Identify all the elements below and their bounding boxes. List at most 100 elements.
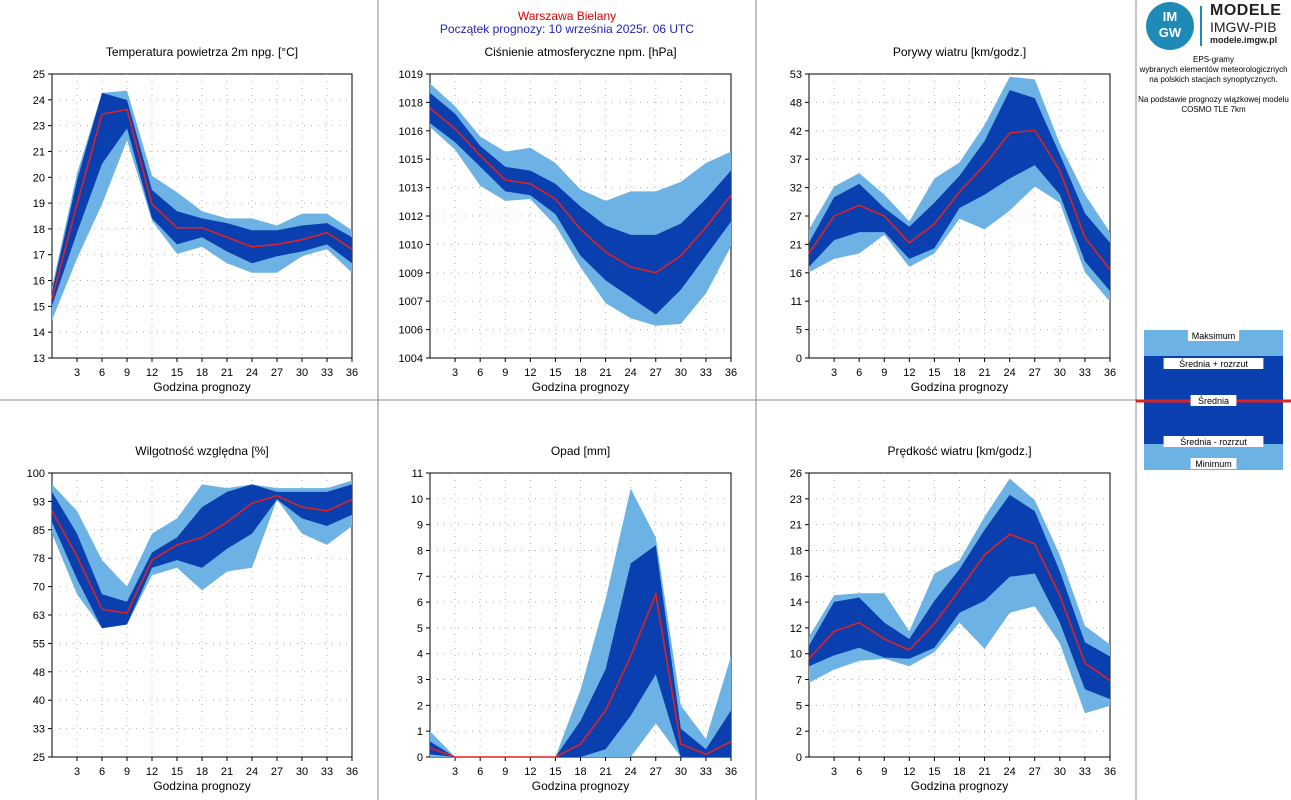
mean-line [808,533,1111,682]
x-tick-label: 9 [124,367,130,379]
x-tick-label: 6 [99,766,105,778]
legend-box: Maksimum Średnia + rozrzut Średnia Średnia … [1136,330,1291,470]
x-tick-label: 15 [171,367,183,379]
x-tick-label: 27 [271,766,283,778]
legend-label: Średnia + rozrzut [1179,358,1248,369]
x-tick-label: 9 [881,766,887,778]
y-tick-label: 1019 [399,69,423,81]
x-tick-label: 24 [246,766,258,778]
legend-label-bg [1190,458,1237,469]
y-tick-label: 25 [33,69,45,81]
info-text: EPS-gramy wybranych elementów meteorolog… [1136,55,1291,115]
mean-line [429,591,732,758]
y-tick-label: 12 [790,623,802,635]
logo-site: modele.imgw.pl [1210,35,1278,45]
x-tick-label: 24 [1004,367,1016,379]
y-tick-label: 1004 [399,353,423,365]
x-tick-label: 6 [856,766,862,778]
y-tick-label: 42 [790,126,802,138]
y-tick-label: 19 [33,198,45,210]
x-tick-label: 30 [1054,367,1066,379]
y-tick-label: 48 [33,667,45,679]
imgw-logo[interactable]: IM GW MODELE IMGW-PIB modele.imgw.pl [1146,2,1284,50]
x-tick-label: 27 [650,766,662,778]
x-tick-label: 3 [831,766,837,778]
x-tick-label: 18 [196,766,208,778]
mean-line [808,129,1111,271]
y-tick-label: 2 [796,726,802,738]
x-tick-label: 9 [502,367,508,379]
forecast-start: Początek prognozy: 10 września 2025r. 06… [439,22,695,36]
x-tick-label: 33 [700,766,712,778]
legend-label: Maksimum [1192,331,1236,341]
x-tick-label: 36 [346,766,358,778]
legend-label-bg [1190,395,1237,406]
x-tick-label: 27 [650,367,662,379]
y-tick-label: 78 [33,553,45,565]
y-tick-label: 1013 [399,183,423,195]
x-tick-label: 12 [903,766,915,778]
x-tick-label: 18 [574,367,586,379]
x-axis-label: Godzina prognozy [532,380,629,394]
y-tick-label: 1018 [399,97,423,109]
x-tick-label: 21 [599,367,611,379]
y-tick-label: 5 [796,700,802,712]
band-spread [52,484,352,629]
chart-panel: Temperatura powietrza 2m npg. [°C] 13 14 15… [33,45,358,394]
x-axis-label: Godzina prognozy [153,380,250,394]
y-tick-label: 23 [33,121,45,133]
charts-layer: Temperatura powietrza 2m npg. [°C]131415… [27,45,1116,793]
x-tick-label: 9 [124,766,130,778]
station-name: Warszawa Bielany [517,9,617,23]
x-tick-label: 33 [1079,766,1091,778]
legend-label: Średnia - rozrzut [1180,436,1247,447]
x-tick-label: 18 [953,367,965,379]
y-tick-label: 21 [790,520,802,532]
x-tick-label: 15 [549,766,561,778]
chart-title: Temperatura powietrza 2m npg. [°C] [106,45,298,59]
x-tick-label: 30 [296,367,308,379]
logo-org: IMGW-PIB [1210,19,1277,35]
x-tick-label: 6 [856,367,862,379]
y-tick-label: 14 [790,597,802,609]
x-tick-label: 15 [928,766,940,778]
logo-title: MODELE [1210,2,1282,19]
y-tick-label: 0 [796,752,802,764]
y-tick-label: 4 [417,649,423,661]
legend-label-bg [1163,436,1264,447]
info-line: EPS-gramy [1193,55,1234,64]
chart-panel: Ciśnienie atmosferyczne npm. [hPa] 1004 10… [399,45,738,394]
imgw-logo-mark: IM GW [1146,2,1194,50]
x-tick-label: 33 [321,766,333,778]
x-tick-label: 30 [296,766,308,778]
mean-line [51,108,353,300]
y-tick-label: 37 [790,154,802,166]
legend-label-bg [1187,330,1240,341]
y-tick-label: 1007 [399,296,423,308]
band-spread [809,494,1110,700]
y-tick-label: 1009 [399,268,423,280]
y-tick-label: 14 [33,327,45,339]
x-axis-label: Godzina prognozy [153,779,250,793]
x-tick-label: 21 [221,367,233,379]
y-tick-label: 21 [33,146,45,158]
chart-panel: Wilgotność względna [%]25334048556370788… [27,444,358,793]
x-tick-label: 36 [725,766,737,778]
x-tick-label: 3 [831,367,837,379]
x-tick-label: 3 [74,766,80,778]
y-tick-label: 0 [417,752,423,764]
legend-label: Średnia [1198,395,1229,406]
x-tick-label: 12 [524,367,536,379]
x-tick-label: 36 [1104,766,1116,778]
x-tick-label: 18 [196,367,208,379]
y-tick-label: 10 [411,494,423,506]
x-tick-label: 21 [221,766,233,778]
chart-title: Wilgotność względna [%] [135,444,268,458]
x-tick-label: 12 [146,367,158,379]
x-tick-label: 36 [1104,367,1116,379]
x-tick-label: 12 [524,766,536,778]
y-tick-label: 15 [33,301,45,313]
y-tick-label: 1016 [399,126,423,138]
x-tick-label: 24 [625,766,637,778]
x-tick-label: 15 [171,766,183,778]
